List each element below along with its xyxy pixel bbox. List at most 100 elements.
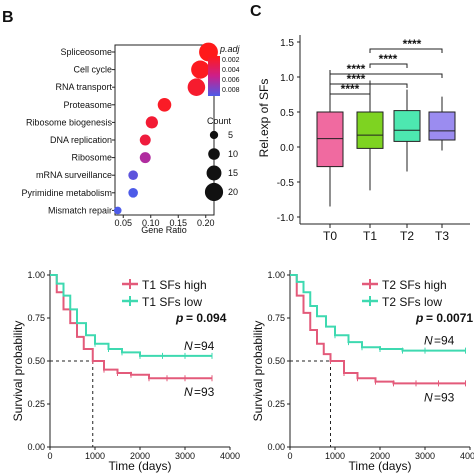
size-legend-label: 10 [228,149,238,159]
boxplot-y-tick-label: 0.5 [280,108,294,119]
km-x-tick-label: 3000 [175,451,195,461]
boxplot-x-tick-label: T2 [400,229,414,243]
boxplot-x-tick-label: T0 [323,229,337,243]
km-legend-label: T2 SFs high [382,278,447,292]
dotplot-x-tick-label: 0.15 [169,218,187,228]
significance-label: **** [347,72,366,86]
km-x-axis-label: Time (days) [349,459,412,473]
km-legend-label: T1 SFs high [142,278,207,292]
significance-bracket [369,48,443,53]
colorbar-tick-label: 0.002 [222,57,240,64]
significance-label: **** [341,82,360,96]
km-x-axis-label: Time (days) [109,459,172,473]
dotplot-point [187,78,206,96]
significance-label: **** [403,37,422,51]
km-x-tick-label: 2000 [370,451,390,461]
dotplot-term-labels: Spliceosome Cell cycle RNA transport Protea… [21,47,115,215]
boxplot-y-tick-label: 1.5 [280,38,294,49]
dotplot-term-label: Mismatch repair [48,205,112,215]
km-legend-label: T1 SFs low [142,295,202,309]
size-legend-dot [206,165,222,181]
km-n-high-value: =93 [194,385,215,399]
km-y-tick-label: 0.00 [27,442,45,452]
dotplot-term-label: Proteasome [63,100,112,110]
km-p-value: = 0.094 [186,311,227,325]
boxplot-chart: Rel.exp of SFs 1.5 1.0 0.5 0.0 -0.5 -1.0 ****… [257,35,470,243]
km-x-tick-label: 0 [47,451,52,461]
significance-brackets: ******************** [329,37,443,98]
km-y-tick-label: 0.50 [267,356,285,366]
km-x-tick-label: 1000 [325,451,345,461]
size-legend-label: 5 [228,130,233,140]
boxplot-y-axis-label: Rel.exp of SFs [257,79,271,158]
dotplot-term-label: mRNA surveillance [36,170,112,180]
km-n-high-prefix: N [184,385,193,399]
km-y-tick-label: 0.75 [267,313,285,323]
boxplot-x-ticks: T0 T1 T2 T3 [323,224,449,243]
dotplot-point [191,60,210,79]
km-x-tick-label: 2000 [130,451,150,461]
box-body [428,111,456,141]
km-y-tick-label: 0.75 [27,313,45,323]
panel-c-letter: C [250,3,262,20]
significance-bracket [369,63,408,68]
km-x-tick-label: 0 [287,451,292,461]
size-legend-dot [204,182,224,202]
dotplot-point [145,116,158,129]
km-x-tick-label: 4000 [460,451,474,461]
dotplot-point [128,187,138,198]
dotplot-point [113,206,122,215]
size-legend-title: Count [207,116,232,126]
boxplot-x-tick-label: T1 [363,229,377,243]
boxplot-y-tick-label: -1.0 [277,213,295,224]
boxplot-y-tick-label: 0.0 [280,143,294,154]
km-n-high-prefix: N [424,390,433,404]
dotplot-term-label: Pyrimidine metabolism [21,188,112,198]
size-legend: 5 10 15 20 [204,130,238,202]
km-y-tick-label: 0.00 [267,442,285,452]
km-p-label: p [175,311,183,325]
km-survival-line [290,274,466,352]
km-y-tick-label: 0.50 [27,356,45,366]
size-legend-dot [208,148,220,160]
dotplot-points [113,42,218,215]
colorbar-ticks: 0.002 0.004 0.006 0.008 [222,57,240,94]
dotplot-point [139,134,151,146]
dotplot-term-label: Spliceosome [60,47,112,57]
panel-b-letter: B [2,9,14,26]
size-legend-dot [209,130,219,140]
dotplot-point [128,170,138,181]
km-plot-t2: 1.00 0.75 0.50 0.25 0.000 1000 2000 3000 4000 Tim… [251,270,474,473]
dotplot-frame [114,44,215,216]
km-x-tick-label: 4000 [220,451,240,461]
boxplot-boxes [316,70,456,207]
km-y-tick-label: 1.00 [27,270,45,280]
significance-label: **** [347,62,366,76]
km-n-low-prefix: N [184,339,193,353]
colorbar-title: p.adj [219,44,241,54]
dotplot-x-axis-label: Gene Ratio [141,225,187,235]
km-y-axis-label: Survival probability [11,321,25,422]
colorbar-tick-label: 0.004 [222,67,240,74]
km-y-tick-label: 1.00 [267,270,285,280]
boxplot-x-tick-label: T3 [435,229,449,243]
size-legend-label: 15 [228,168,238,178]
significance-label: **** [379,52,398,66]
dotplot-term-label: Ribosome biogenesis [26,117,113,127]
box-body [393,110,421,142]
km-n-low-value: =94 [434,334,455,348]
km-x-tick-label: 1000 [85,451,105,461]
km-legend-label: T2 SFs low [382,295,442,309]
km-n-low-prefix: N [424,334,433,348]
km-y-tick-label: 0.25 [27,399,45,409]
colorbar-tick-label: 0.006 [222,77,240,84]
dotplot-x-tick-label: 0.05 [114,218,132,228]
box-body [316,111,344,168]
dotplot-term-label: RNA transport [55,82,112,92]
dotplot-term-label: Ribosome [71,153,112,163]
dotplot-term-label: Cell cycle [73,65,112,75]
dotplot-point [139,152,151,164]
km-y-tick-label: 0.25 [267,399,285,409]
boxplot-y-ticks: 1.5 1.0 0.5 0.0 -0.5 -1.0 [277,38,300,224]
